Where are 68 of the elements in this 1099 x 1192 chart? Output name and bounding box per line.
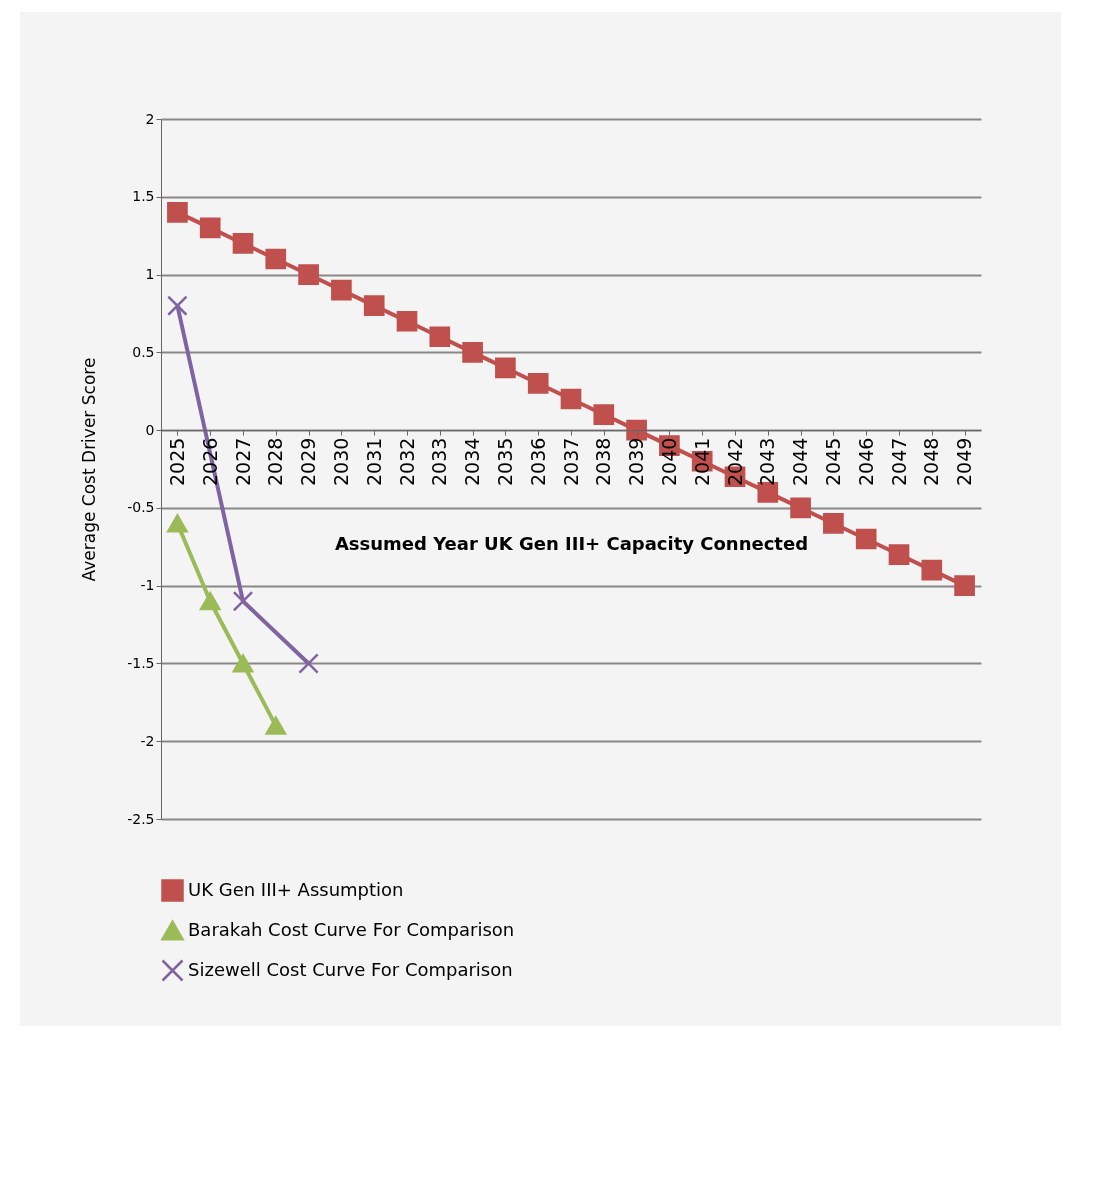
- x-tick-label: 2037: [559, 437, 582, 486]
- y-tick-label: -1: [140, 577, 155, 594]
- legend-label: Barakah Cost Curve For Comparison: [188, 918, 515, 940]
- legend-label: UK Gen III+ Assumption: [188, 878, 404, 900]
- point: [888, 544, 910, 565]
- point: [823, 513, 844, 534]
- point: [331, 279, 352, 301]
- point: [199, 592, 221, 611]
- x-tick-label: 2026: [198, 437, 221, 486]
- point: [232, 654, 254, 673]
- point: [954, 575, 975, 596]
- y-tick-label: 0: [145, 421, 155, 438]
- y-tick-label: -2.5: [127, 810, 155, 827]
- point: [167, 514, 188, 533]
- point: [199, 217, 221, 239]
- x-tick-label: 2045: [821, 437, 844, 486]
- point: [855, 528, 877, 550]
- x-axis-title: Assumed Year UK Gen III+ Capacity Connected: [334, 532, 809, 554]
- y-tick-label: 1.5: [132, 188, 155, 205]
- point: [495, 357, 516, 379]
- point: [921, 559, 943, 581]
- x-tick-label: 2048: [920, 437, 943, 486]
- point: [298, 653, 319, 674]
- point: [527, 373, 549, 394]
- y-tick-label: 2: [145, 110, 155, 127]
- point: [593, 404, 615, 425]
- x-tick-label: 2034: [461, 437, 484, 486]
- x-tick-label: 2047: [887, 437, 910, 486]
- x-tick-label: 2025: [165, 437, 188, 486]
- x-tick-label: 2030: [329, 437, 352, 486]
- legend-label: Sizewell Cost Curve For Comparison: [188, 958, 513, 980]
- x-tick-label: 2032: [395, 437, 418, 486]
- point: [232, 590, 254, 612]
- point: [265, 248, 287, 270]
- point: [363, 295, 385, 316]
- point: [265, 716, 287, 735]
- x-tick-label: 2039: [625, 437, 648, 486]
- x-tick-label: 2027: [231, 437, 254, 486]
- x-tick-label: 2040: [657, 437, 680, 486]
- x-tick-label: 2035: [493, 437, 516, 486]
- point: [396, 310, 418, 332]
- point: [462, 342, 483, 363]
- point: [232, 233, 254, 254]
- x-tick-label: 2028: [264, 437, 287, 486]
- x-tick-label: 2046: [854, 437, 877, 486]
- point: [429, 326, 451, 348]
- point: [626, 419, 647, 441]
- x-tick-label: 2041: [690, 437, 713, 486]
- point: [167, 295, 188, 316]
- x-tick-label: 2042: [723, 437, 746, 486]
- point: [298, 264, 319, 285]
- x-tick-label: 2038: [592, 437, 615, 486]
- y-tick-label: 0.5: [132, 343, 155, 360]
- x-tick-label: 2044: [789, 437, 812, 486]
- point: [167, 202, 188, 223]
- x-tick-label: 2043: [756, 437, 779, 486]
- x-tick-label: 2033: [428, 437, 451, 486]
- x-tick-label: 2049: [953, 437, 976, 486]
- y-tick-label: -1.5: [127, 654, 155, 671]
- point: [560, 388, 582, 410]
- x-tick-label: 2031: [362, 437, 385, 486]
- y-tick-label: -0.5: [127, 499, 155, 516]
- x-tick-label: 2029: [297, 437, 320, 486]
- point: [790, 497, 811, 519]
- y-tick-label: 1: [145, 266, 155, 283]
- y-axis-title: Average Cost Driver Score: [79, 357, 100, 582]
- x-tick-label: 2036: [526, 437, 549, 486]
- y-tick-label: -2: [140, 732, 155, 749]
